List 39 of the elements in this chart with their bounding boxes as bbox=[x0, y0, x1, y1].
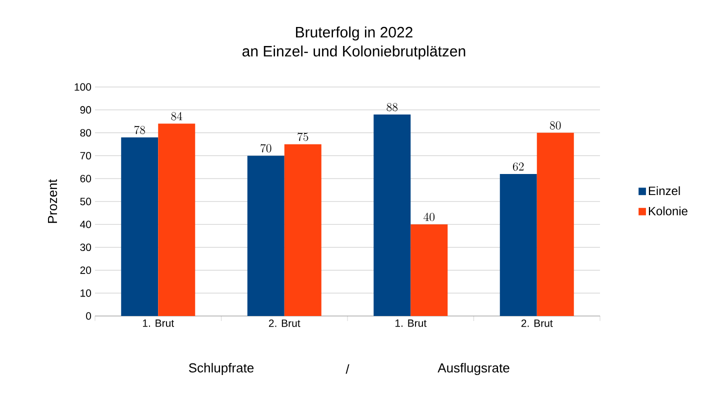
bar bbox=[158, 124, 196, 316]
bar bbox=[247, 156, 284, 316]
chart-subtitle: an Einzel- und Koloniebrutplätzen bbox=[242, 46, 466, 60]
y-tick-label: 100 bbox=[74, 83, 92, 91]
data-label: 62 bbox=[512, 162, 524, 171]
y-axis-title: Prozent bbox=[48, 179, 58, 223]
data-label: 80 bbox=[550, 121, 561, 130]
x-tick-label: 2. Brut bbox=[521, 320, 553, 327]
y-tick-label: 30 bbox=[80, 244, 92, 252]
legend-label: Kolonie bbox=[648, 206, 688, 216]
y-tick-label: 10 bbox=[80, 289, 92, 297]
x-tick-label: 2. Brut bbox=[268, 320, 300, 327]
data-label: 70 bbox=[260, 144, 272, 152]
text: / bbox=[346, 364, 350, 374]
chart-title: Bruterfolg in 2022 bbox=[296, 26, 412, 40]
bar bbox=[410, 224, 448, 316]
legend-label: Einzel bbox=[648, 186, 680, 196]
data-label: 84 bbox=[171, 112, 182, 120]
y-tick-label: 20 bbox=[80, 266, 92, 274]
data-label: 88 bbox=[386, 102, 398, 112]
bar bbox=[374, 114, 411, 316]
data-label: 75 bbox=[298, 132, 308, 141]
data-label: 78 bbox=[134, 126, 145, 134]
text: Schlupfrate bbox=[188, 362, 254, 376]
bar bbox=[121, 137, 158, 316]
bar bbox=[500, 174, 537, 316]
x-tick-label: 1. Brut bbox=[395, 320, 426, 327]
text: Ausflugsrate bbox=[438, 362, 510, 376]
y-tick-label: 40 bbox=[80, 220, 92, 228]
y-tick-label: 60 bbox=[80, 174, 92, 182]
y-tick-label: 50 bbox=[80, 198, 92, 206]
data-label: 40 bbox=[424, 212, 435, 222]
y-tick-label: 80 bbox=[80, 129, 92, 137]
bar bbox=[536, 132, 574, 316]
y-tick-label: 70 bbox=[80, 152, 92, 160]
x-tick-label: 1. Brut bbox=[142, 320, 174, 327]
y-tick-label: 90 bbox=[80, 106, 92, 114]
y-tick-label: 0 bbox=[86, 312, 92, 320]
bar bbox=[284, 144, 322, 316]
